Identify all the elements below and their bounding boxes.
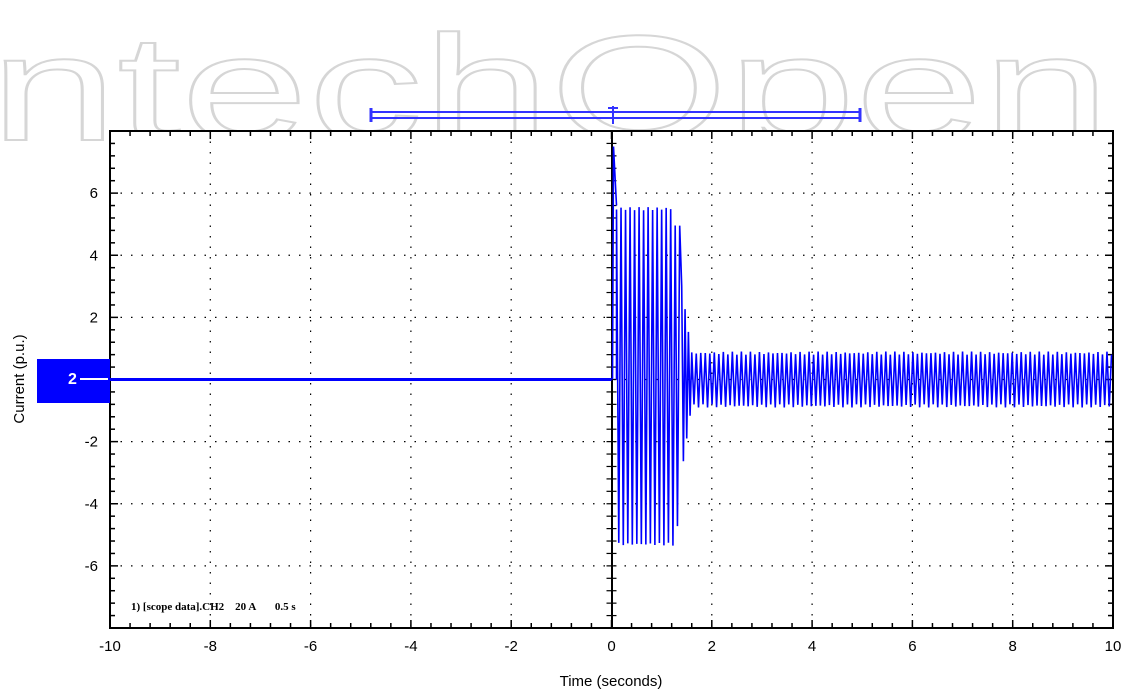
y-tick-label: 2 bbox=[90, 309, 98, 326]
channel-marker[interactable]: 2 bbox=[37, 359, 110, 403]
x-axis-label: Time (seconds) bbox=[560, 673, 663, 690]
x-tick-label: -2 bbox=[505, 638, 518, 655]
cursor-bar[interactable] bbox=[369, 106, 862, 124]
x-tick-label: 6 bbox=[908, 638, 916, 655]
x-tick-label: -6 bbox=[304, 638, 317, 655]
x-tick-label: 2 bbox=[708, 638, 716, 655]
x-tick-label: 4 bbox=[808, 638, 816, 655]
y-tick-label: -4 bbox=[85, 496, 98, 513]
x-tick-label: -8 bbox=[204, 638, 217, 655]
y-tick-label: -6 bbox=[85, 558, 98, 575]
y-axis-label: Current (p.u.) bbox=[11, 334, 28, 423]
tick-labels: -10 -8 -6 -4 -2 0 2 4 6 8 10 -6 -4 -2 2 4 6 bbox=[85, 185, 1122, 655]
x-tick-label: 0 bbox=[607, 638, 615, 655]
x-tick-label: -4 bbox=[404, 638, 417, 655]
x-tick-label: 10 bbox=[1105, 638, 1122, 655]
scope-annotation: 1) [scope data].CH2 20 A 0.5 s bbox=[131, 601, 296, 613]
y-tick-label: 4 bbox=[90, 247, 98, 264]
y-tick-label: 6 bbox=[90, 185, 98, 202]
channel-marker-label: 2 bbox=[68, 371, 77, 388]
signal-trace bbox=[110, 146, 1113, 546]
x-tick-label: 8 bbox=[1009, 638, 1017, 655]
x-tick-label: -10 bbox=[99, 638, 121, 655]
y-tick-label: -2 bbox=[85, 434, 98, 451]
